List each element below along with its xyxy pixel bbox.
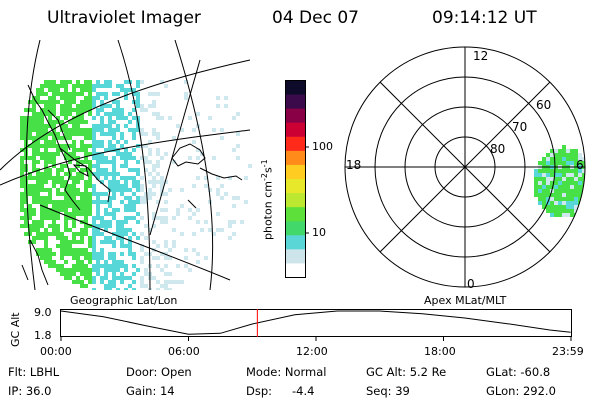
polar-aurora-image	[534, 145, 585, 217]
colorbar	[285, 80, 309, 278]
colorbar-segment	[285, 179, 306, 194]
colorbar-tick-100: 100	[312, 140, 333, 153]
gc-ytick-1-8: 1.8	[34, 329, 52, 342]
gc-xtick-1200: 12:00	[296, 345, 328, 358]
status-gc-alt: GC Alt: 5.2 Re	[366, 365, 447, 379]
mlt-label-12: 12	[473, 49, 488, 63]
status-dsp-value: -4.4	[292, 384, 315, 398]
colorbar-segment	[285, 235, 306, 250]
gc-xtick-2359: 23:59	[552, 345, 584, 358]
gc-xtick-0000: 00:00	[40, 345, 72, 358]
status-gain: Gain: 14	[126, 384, 175, 398]
map-caption: Geographic Lat/Lon	[70, 294, 178, 307]
colorbar-unit-s: s	[261, 167, 275, 174]
gc-xtick-1800: 18:00	[424, 345, 456, 358]
status-door: Door: Open	[126, 365, 192, 379]
colorbar-unit-exp2: -1	[260, 159, 269, 168]
polar-caption: Apex MLat/MLT	[424, 294, 507, 307]
status-dsp-label: Dsp:	[246, 384, 273, 398]
colorbar-unit-base: photon cm	[261, 181, 275, 240]
polar-diagonal-2	[379, 81, 551, 253]
status-ip: IP: 36.0	[8, 384, 52, 398]
instrument-title: Ultraviolet Imager	[47, 8, 201, 28]
colorbar-tick-10: 10	[312, 226, 326, 239]
gc-alt-series-line	[60, 310, 571, 335]
date-label: 04 Dec 07	[272, 8, 359, 28]
colorbar-unit-exp1: -2	[260, 173, 269, 182]
status-mode: Mode: Normal	[246, 365, 327, 379]
gc-xtick-0600: 06:00	[168, 345, 200, 358]
polar-plot: 12 18 6 0 60 70 80	[344, 46, 586, 290]
status-glat: GLat: -60.8	[486, 365, 551, 379]
colorbar-segment	[285, 221, 306, 236]
status-filter: Flt: LBHL	[8, 365, 60, 379]
map-coastlines	[21, 84, 243, 286]
colorbar-segment	[285, 122, 306, 138]
map-gridlines	[0, 40, 251, 290]
status-glon: GLon: 292.0	[486, 384, 556, 398]
gc-alt-ylabel: GC Alt	[9, 312, 22, 347]
colorbar-segment	[285, 164, 306, 180]
colorbar-segment	[285, 108, 306, 124]
geographic-map	[0, 40, 252, 290]
mlat-label-60: 60	[536, 98, 551, 112]
colorbar-segment	[285, 80, 306, 96]
status-seq: Seq: 39	[366, 384, 410, 398]
colorbar-segment	[285, 263, 306, 278]
mlt-label-18: 18	[346, 158, 361, 172]
colorbar-segment	[285, 207, 306, 222]
colorbar-unit-label: photon cm-2s-1	[260, 159, 275, 240]
colorbar-segment	[285, 150, 306, 166]
mlt-label-0: 0	[467, 277, 475, 290]
mlat-label-70: 70	[512, 120, 527, 134]
gc-ytick-9: 9.0	[34, 306, 52, 319]
time-label: 09:14:12 UT	[432, 8, 537, 28]
gc-alt-chart	[60, 309, 572, 341]
mlat-label-80: 80	[490, 142, 505, 156]
mlt-label-6: 6	[576, 158, 584, 172]
colorbar-segment	[285, 193, 306, 208]
colorbar-segment	[285, 94, 306, 110]
gc-plot-frame	[60, 309, 572, 337]
colorbar-segment	[285, 249, 306, 264]
colorbar-segment	[285, 136, 306, 152]
